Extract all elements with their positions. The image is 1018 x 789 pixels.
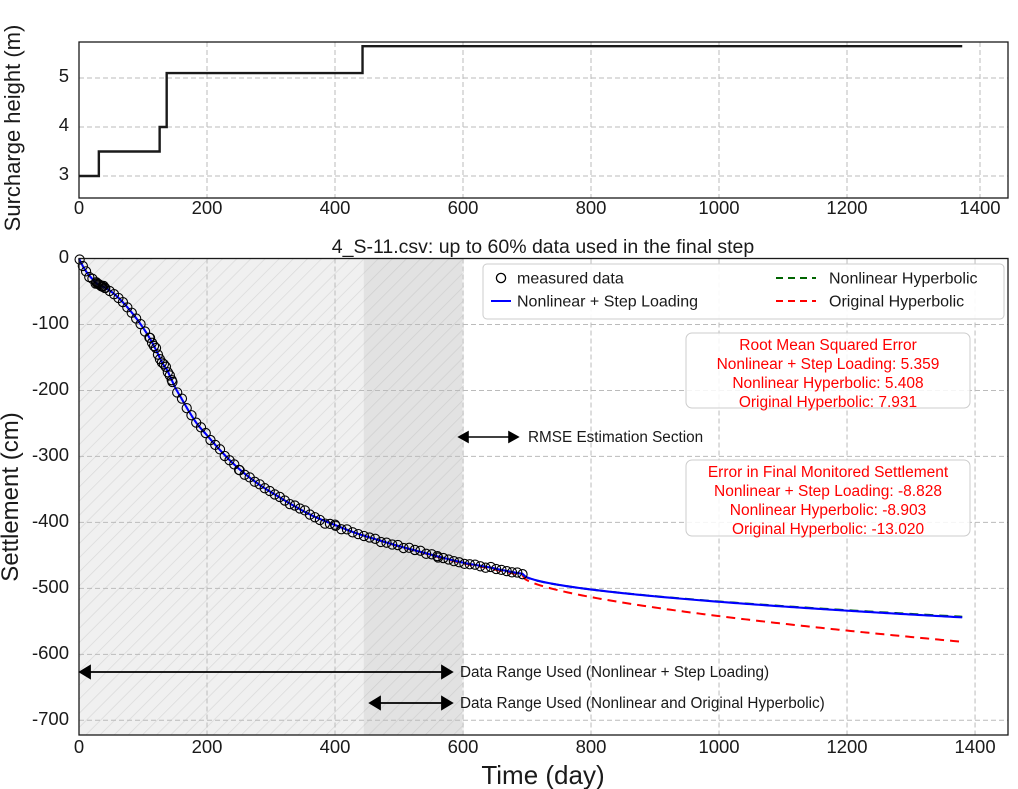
svg-text:RMSE Estimation Section: RMSE Estimation Section: [528, 429, 703, 446]
svg-text:Data Range Used (Nonlinear + S: Data Range Used (Nonlinear + Step Loadin…: [460, 664, 769, 681]
svg-text:400: 400: [320, 736, 351, 757]
svg-text:Original Hyperbolic: 7.931: Original Hyperbolic: 7.931: [739, 394, 917, 411]
svg-text:Data Range Used (Nonlinear and: Data Range Used (Nonlinear and Original …: [460, 695, 825, 712]
svg-text:Time (day): Time (day): [481, 760, 604, 789]
svg-text:Nonlinear + Step Loading: 5.35: Nonlinear + Step Loading: 5.359: [717, 356, 940, 373]
svg-text:Nonlinear + Step Loading: Nonlinear + Step Loading: [517, 294, 698, 311]
svg-text:1200: 1200: [826, 736, 867, 757]
svg-text:600: 600: [448, 736, 479, 757]
svg-text:Nonlinear Hyperbolic: -8.903: Nonlinear Hyperbolic: -8.903: [730, 502, 926, 519]
svg-text:Settlement (cm): Settlement (cm): [0, 412, 24, 581]
svg-text:1200: 1200: [826, 197, 867, 218]
svg-text:5: 5: [59, 65, 69, 86]
svg-text:800: 800: [576, 736, 607, 757]
svg-text:Nonlinear Hyperbolic: 5.408: Nonlinear Hyperbolic: 5.408: [732, 375, 923, 392]
svg-text:-600: -600: [32, 642, 69, 663]
svg-text:0: 0: [74, 736, 84, 757]
svg-text:200: 200: [192, 736, 223, 757]
svg-text:600: 600: [448, 197, 479, 218]
svg-text:measured data: measured data: [517, 271, 624, 288]
svg-text:800: 800: [576, 197, 607, 218]
svg-text:1400: 1400: [959, 197, 1000, 218]
svg-text:Original Hyperbolic: Original Hyperbolic: [829, 294, 964, 311]
svg-text:0: 0: [74, 197, 84, 218]
svg-text:Error in Final Monitored Settl: Error in Final Monitored Settlement: [708, 464, 949, 481]
svg-text:3: 3: [59, 163, 69, 184]
svg-text:Nonlinear Hyperbolic: Nonlinear Hyperbolic: [829, 271, 978, 288]
svg-text:Original Hyperbolic: -13.020: Original Hyperbolic: -13.020: [732, 521, 925, 538]
svg-text:-700: -700: [32, 708, 69, 729]
svg-text:1000: 1000: [698, 197, 739, 218]
svg-text:200: 200: [192, 197, 223, 218]
svg-text:-100: -100: [32, 312, 69, 333]
svg-text:0: 0: [59, 246, 69, 267]
svg-text:Surcharge height (m): Surcharge height (m): [0, 25, 25, 232]
svg-text:4: 4: [59, 114, 69, 135]
svg-text:-300: -300: [32, 444, 69, 465]
svg-text:1400: 1400: [954, 736, 995, 757]
svg-text:-200: -200: [32, 378, 69, 399]
svg-text:-400: -400: [32, 510, 69, 531]
svg-text:Root Mean Squared Error: Root Mean Squared Error: [739, 337, 916, 354]
svg-text:Nonlinear + Step Loading: -8.8: Nonlinear + Step Loading: -8.828: [714, 483, 942, 500]
svg-text:4_S-11.csv: up to 60% data use: 4_S-11.csv: up to 60% data used in the f…: [332, 236, 755, 258]
svg-text:-500: -500: [32, 576, 69, 597]
svg-text:1000: 1000: [698, 736, 739, 757]
svg-text:400: 400: [320, 197, 351, 218]
